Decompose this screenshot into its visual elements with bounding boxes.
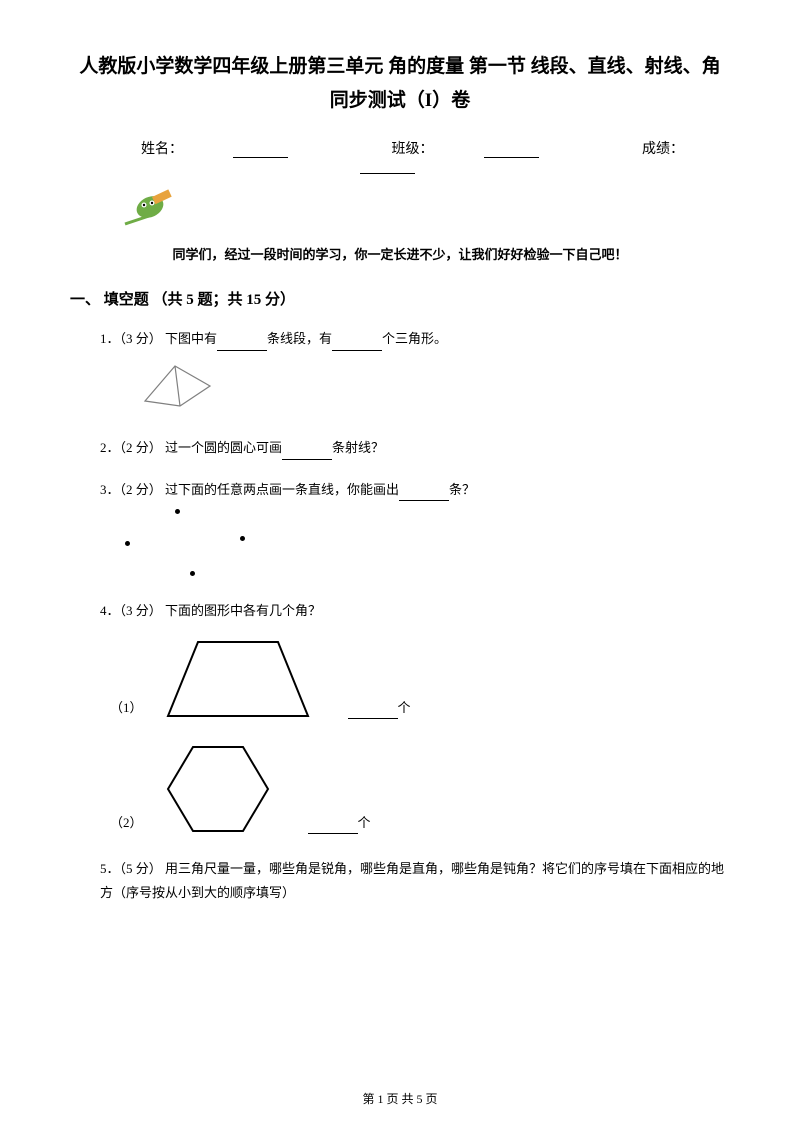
q1-figure bbox=[140, 361, 730, 418]
page-footer: 第 1 页 共 5 页 bbox=[0, 1090, 800, 1107]
q3-dots bbox=[120, 501, 270, 581]
class-field: 班级： bbox=[367, 142, 564, 157]
q4-sub2: （2） 个 bbox=[110, 739, 730, 839]
trapezoid-shape bbox=[158, 634, 318, 724]
page-title: 人教版小学数学四年级上册第三单元 角的度量 第一节 线段、直线、射线、角 同步测… bbox=[70, 50, 730, 118]
section-1-header: 一、 填空题 （共 5 题；共 15 分） bbox=[70, 288, 730, 309]
name-field: 姓名： bbox=[116, 142, 313, 157]
question-4: 4．（3 分） 下面的图形中各有几个角？ （1） 个 （2） 个 bbox=[70, 599, 730, 839]
q4-sub1: （1） 个 bbox=[110, 634, 730, 724]
student-info-row: 姓名： 班级： 成绩： bbox=[70, 138, 730, 174]
encourage-text: 同学们，经过一段时间的学习，你一定长进不少，让我们好好检验一下自己吧！ bbox=[70, 244, 730, 263]
pencil-icon bbox=[120, 189, 730, 234]
question-3: 3．（2 分） 过下面的任意两点画一条直线，你能画出条？ bbox=[70, 478, 730, 581]
question-2: 2．（2 分） 过一个圆的圆心可画条射线？ bbox=[70, 436, 730, 459]
question-1: 1．（3 分） 下图中有条线段，有个三角形。 bbox=[70, 327, 730, 418]
question-5: 5．（5 分） 用三角尺量一量，哪些角是锐角，哪些角是直角，哪些角是钝角？将它们… bbox=[70, 857, 730, 904]
hexagon-shape bbox=[158, 739, 278, 839]
